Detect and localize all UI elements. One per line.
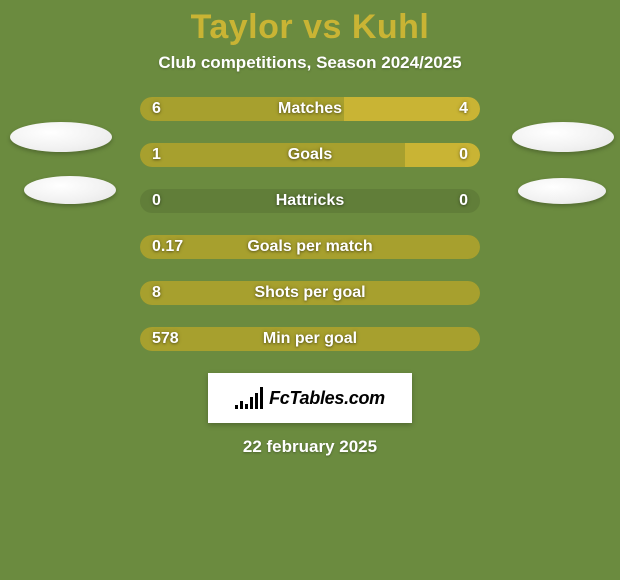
stat-label: Shots per goal	[140, 281, 480, 305]
stat-row-shots-per-goal: 8 Shots per goal	[140, 281, 480, 305]
stat-row-hattricks: 0 Hattricks 0	[140, 189, 480, 213]
stat-value-right: 4	[459, 97, 468, 121]
stat-label: Min per goal	[140, 327, 480, 351]
player-right-avatar-1	[512, 122, 614, 152]
snapshot-date: 22 february 2025	[0, 437, 620, 457]
stat-value-right: 0	[459, 189, 468, 213]
stat-value-right: 0	[459, 143, 468, 167]
source-logo-badge: FcTables.com	[208, 373, 412, 423]
page-subtitle: Club competitions, Season 2024/2025	[0, 53, 620, 73]
player-left-avatar-1	[10, 122, 112, 152]
stat-row-min-per-goal: 578 Min per goal	[140, 327, 480, 351]
source-logo-text: FcTables.com	[269, 388, 385, 409]
player-right-avatar-2	[518, 178, 606, 204]
stat-label: Matches	[140, 97, 480, 121]
page-title: Taylor vs Kuhl	[0, 0, 620, 47]
stat-label: Goals	[140, 143, 480, 167]
stat-row-goals: 1 Goals 0	[140, 143, 480, 167]
stat-rows: 6 Matches 4 1 Goals 0 0 Hattricks 0 0.17…	[140, 97, 480, 351]
stat-row-matches: 6 Matches 4	[140, 97, 480, 121]
bar-chart-icon	[235, 387, 263, 409]
stat-label: Hattricks	[140, 189, 480, 213]
player-left-avatar-2	[24, 176, 116, 204]
comparison-canvas: Taylor vs Kuhl Club competitions, Season…	[0, 0, 620, 580]
stat-label: Goals per match	[140, 235, 480, 259]
stat-row-goals-per-match: 0.17 Goals per match	[140, 235, 480, 259]
